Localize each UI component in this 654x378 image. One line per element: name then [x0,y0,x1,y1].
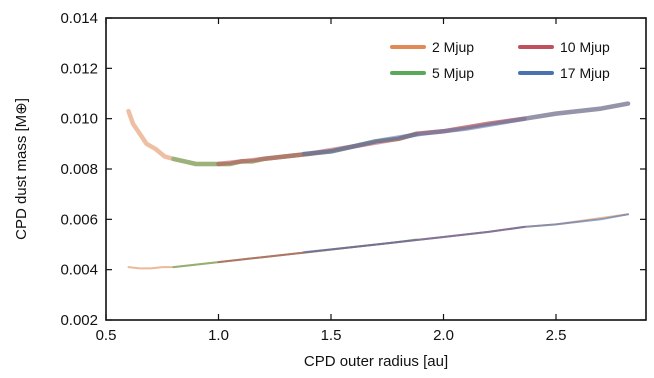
x-axis-label: CPD outer radius [au] [304,353,448,370]
x-tick-label: 1.5 [321,327,342,344]
series-line-lower-17-mjup [303,213,629,254]
y-tick-label: 0.008 [60,161,98,178]
legend-label: 2 Mjup [432,39,474,55]
legend-label: 5 Mjup [432,65,474,81]
y-tick-label: 0.012 [60,60,98,77]
x-tick-label: 0.5 [96,327,117,344]
legend-label: 17 Mjup [560,65,610,81]
ticks-layer: 0.5 1.0 1.5 2.0 2.5 0.002 0.004 0.006 0.008 0.010… [60,10,646,344]
legend: 2 Mjup 10 Mjup 5 Mjup 17 Mjup [390,39,610,81]
y-tick-label: 0.006 [60,211,98,228]
y-tick-label: 0.004 [60,262,98,279]
y-tick-label: 0.002 [60,312,98,329]
series-layer [126,101,631,270]
x-tick-label: 2.0 [433,327,454,344]
y-axis-label: CPD dust mass [M⊕] [13,98,30,240]
legend-label: 10 Mjup [560,39,610,55]
x-tick-label: 2.5 [546,327,567,344]
y-tick-label: 0.010 [60,111,98,128]
x-tick-label: 1.0 [208,327,229,344]
series-line-upper-17-mjup [301,101,631,157]
y-tick-label: 0.014 [60,10,98,27]
